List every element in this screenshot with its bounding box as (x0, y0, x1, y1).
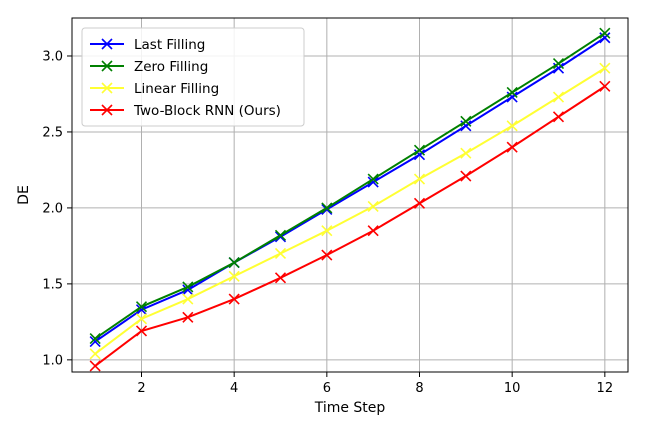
y-tick-label: 1.5 (42, 277, 63, 292)
data-point (460, 115, 472, 127)
data-point (552, 58, 565, 70)
series-group (89, 27, 611, 372)
data-point (135, 325, 148, 337)
series-4 (89, 80, 611, 372)
data-point (135, 301, 148, 313)
y-axis-ticks: 1.0 1.5 2.0 2.5 3.0 (42, 49, 72, 368)
data-point (321, 202, 333, 214)
data-point (182, 293, 194, 305)
data-point (228, 293, 240, 305)
legend-marker (101, 104, 113, 116)
data-point (89, 348, 101, 360)
legend-item: Two-Block RNN (Ours) (90, 103, 281, 119)
y-tick-label: 3.0 (42, 49, 63, 64)
x-tick-label: 2 (137, 381, 145, 396)
data-point (506, 141, 518, 153)
legend-marker (101, 38, 113, 50)
legend-marker (101, 82, 113, 94)
x-tick-label: 10 (504, 381, 521, 396)
data-point (89, 360, 101, 372)
data-point (460, 147, 472, 159)
legend-item: Last Filling (90, 37, 205, 53)
series-line (94, 36, 606, 343)
data-point (413, 197, 426, 209)
data-point (367, 173, 379, 185)
series-3 (89, 62, 611, 360)
data-point (135, 313, 148, 325)
series-line (94, 67, 606, 355)
data-point (506, 120, 518, 132)
y-tick-label: 2.0 (42, 201, 63, 216)
data-point (413, 144, 426, 156)
data-point (274, 247, 287, 260)
data-point (89, 336, 101, 348)
data-point (321, 225, 333, 237)
data-point (413, 173, 426, 185)
data-point (599, 27, 611, 39)
legend-label: Zero Filling (134, 59, 208, 75)
y-tick-label: 2.5 (42, 125, 63, 140)
legend-item: Zero Filling (90, 59, 208, 75)
legend-marker (101, 60, 113, 72)
data-point (367, 200, 379, 212)
legend-label: Last Filling (134, 37, 205, 53)
data-point (552, 91, 565, 103)
legend-label: Linear Filling (134, 81, 219, 97)
legend-label: Two-Block RNN (Ours) (133, 103, 281, 119)
data-point (506, 86, 518, 99)
plot-frame (71, 17, 629, 373)
data-point (182, 281, 194, 293)
data-point (367, 225, 379, 237)
y-tick-label: 1.0 (42, 353, 63, 368)
x-tick-label: 6 (323, 381, 331, 396)
y-axis-label: DE (16, 185, 32, 205)
data-point (274, 229, 287, 241)
legend-box (81, 27, 305, 127)
x-tick-label: 12 (597, 381, 614, 396)
data-point (228, 257, 240, 269)
series-1 (89, 32, 611, 348)
data-point (274, 272, 287, 284)
x-tick-label: 4 (230, 381, 238, 396)
series-2 (89, 27, 611, 345)
x-axis-ticks: 2 4 6 8 10 12 (137, 372, 613, 396)
x-tick-label: 8 (415, 381, 423, 396)
data-point (228, 270, 240, 282)
data-point (89, 333, 101, 345)
series-line (94, 32, 606, 340)
data-point (460, 170, 472, 182)
data-point (321, 249, 333, 261)
data-point (552, 111, 565, 123)
data-point (182, 311, 194, 323)
data-point (599, 80, 611, 92)
legend: Last Filling Zero Filling Linear Filling Tw… (81, 27, 305, 127)
legend-item: Linear Filling (90, 81, 219, 97)
data-point (182, 284, 194, 296)
data-point (135, 304, 148, 316)
x-axis-label: Time Step (314, 400, 386, 416)
data-point (367, 176, 379, 188)
series-line (94, 85, 606, 367)
data-point (599, 62, 611, 74)
